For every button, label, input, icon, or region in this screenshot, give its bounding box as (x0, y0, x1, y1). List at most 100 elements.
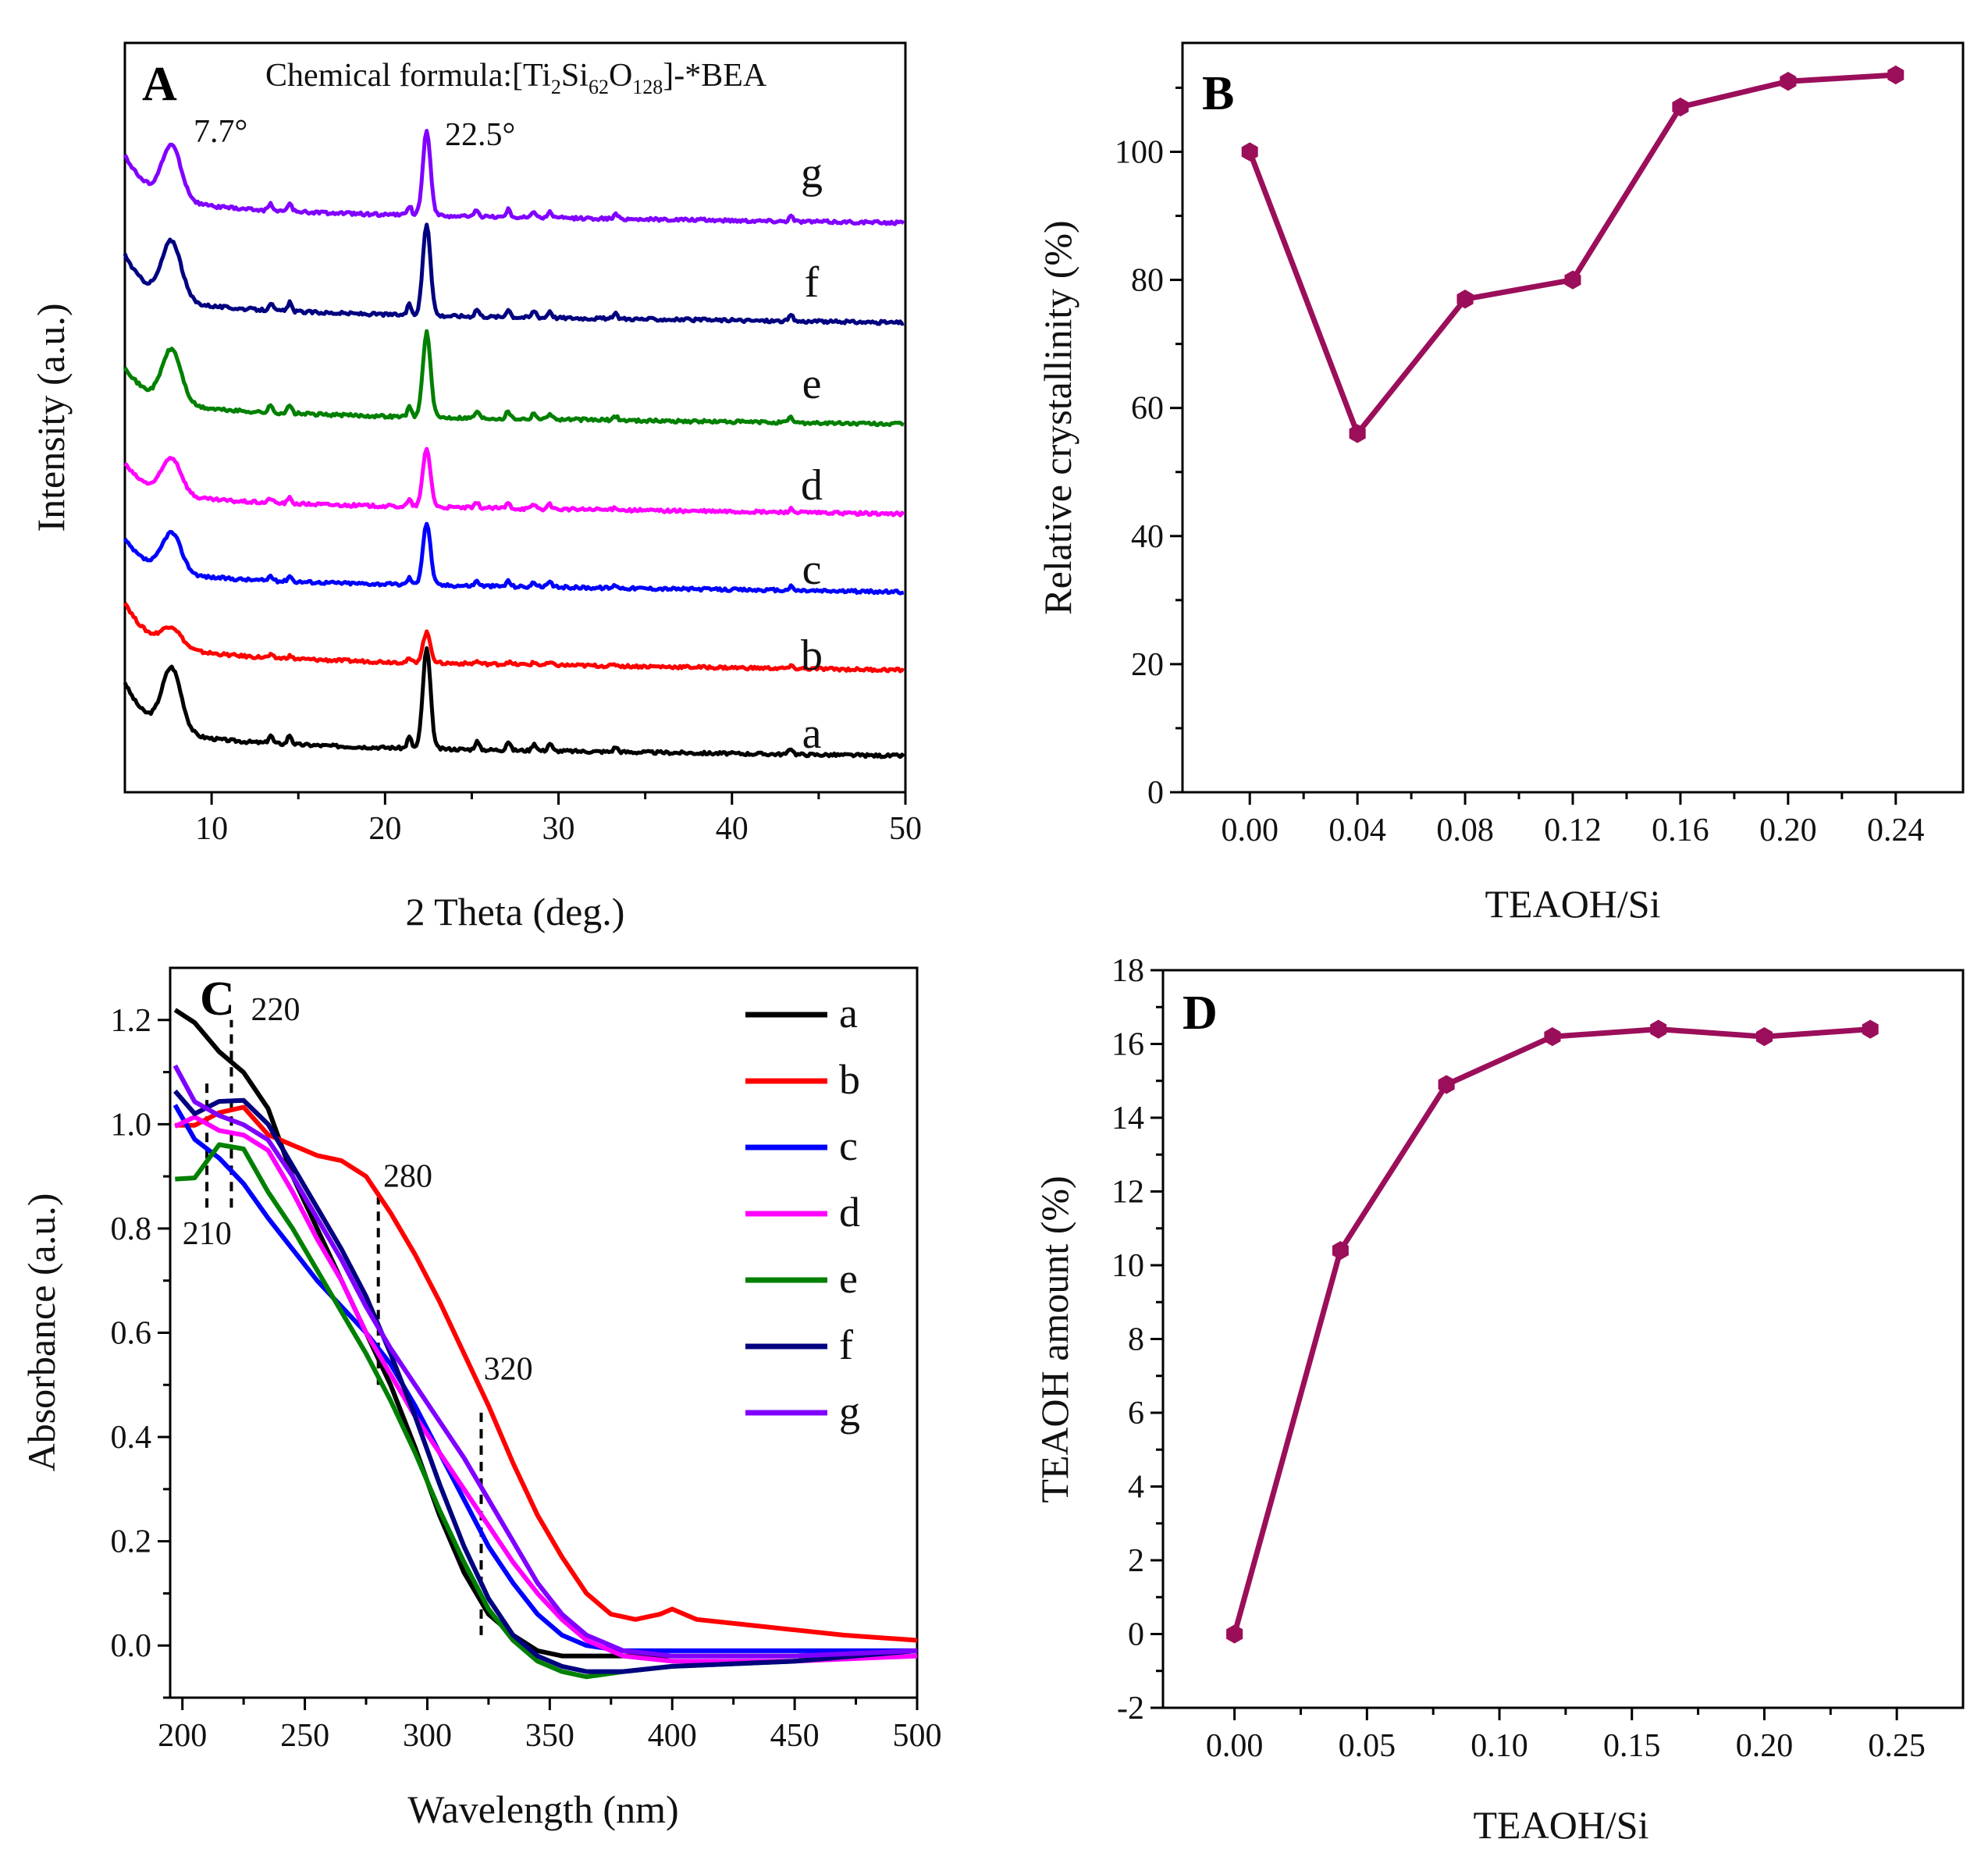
uv-trace-e (175, 1142, 918, 1680)
x-tick-label: 450 (770, 1718, 820, 1754)
crystallinity-point (1780, 72, 1797, 91)
xrd-trace-label-a: a (802, 710, 822, 758)
xrd-trace-d (123, 446, 905, 517)
crystallinity-point (1456, 290, 1474, 309)
y-tick-label: 18 (1111, 953, 1144, 989)
crystallinity-point (1349, 424, 1366, 443)
crystallinity-point (1564, 270, 1581, 290)
x-tick-label: 200 (158, 1718, 207, 1754)
xrd-trace-label-c: c (802, 546, 822, 594)
wavelength-annotation: 320 (484, 1352, 533, 1388)
y-tick-label: 6 (1128, 1396, 1144, 1431)
y-tick-label: 8 (1128, 1322, 1144, 1358)
y-tick-label: 10 (1111, 1248, 1144, 1284)
panel-b-x-axis-title: TEAOH/Si (1485, 882, 1661, 926)
panel-d-ticks: 0.00 0.05 0.10 0.15 0.20 0.25 -2 0 2 4 6 8 10 12 14 16 1… (1111, 953, 1926, 1764)
x-tick-label: 40 (716, 811, 749, 847)
x-tick-label: 0.16 (1652, 813, 1709, 848)
xrd-trace-label-e: e (802, 360, 822, 408)
x-tick-label: 10 (195, 811, 228, 847)
teaoh-point (1650, 1019, 1667, 1039)
crystallinity-point (1672, 97, 1689, 117)
x-tick-label: 20 (368, 811, 401, 847)
x-tick-label: 0.20 (1759, 813, 1817, 848)
legend-label-e: e (839, 1255, 858, 1302)
xrd-trace-e (123, 329, 905, 428)
panel-c-y-axis-title: Absorbance (a.u.) (20, 1193, 63, 1472)
y-tick-label: 2 (1128, 1543, 1144, 1579)
legend-label-c: c (839, 1122, 858, 1169)
y-tick-label: 14 (1111, 1101, 1144, 1136)
y-tick-label: 0.4 (111, 1420, 152, 1456)
panel-d-x-axis-title: TEAOH/Si (1474, 1803, 1649, 1847)
x-tick-label: 30 (542, 811, 575, 847)
x-tick-label: 0.12 (1544, 813, 1602, 848)
xrd-trace-c (123, 521, 905, 596)
x-tick-label: 50 (889, 811, 922, 847)
y-tick-label: -2 (1117, 1691, 1144, 1727)
panel-d-letter: D (1182, 987, 1218, 1040)
panel-c-series (172, 1008, 918, 1680)
panel-a-peak-label-7-7: 7.7° (194, 114, 247, 150)
xrd-trace-b (123, 602, 905, 674)
panel-c-x-axis-title: Wavelength (nm) (407, 1787, 678, 1831)
x-tick-label: 0.00 (1221, 813, 1279, 848)
y-tick-label: 40 (1131, 519, 1164, 555)
panel-d-y-axis-title: TEAOH amount (%) (1033, 1175, 1076, 1503)
panel-a-xrd-chart: A Chemical formula:[Ti2Si62O128]-*BEA 7.… (29, 41, 922, 934)
teaoh-point (1438, 1075, 1455, 1094)
xrd-trace-f (123, 222, 905, 326)
teaoh-point (1862, 1019, 1879, 1039)
panel-d-teaoh-chart: D 0.00 0.05 0.10 0.15 0.20 0.25 -2 0 2 4 6 8 10 12 14 1… (1033, 953, 1965, 1847)
legend-label-b: b (839, 1056, 860, 1103)
y-tick-label: 80 (1131, 263, 1164, 299)
teaoh-point (1332, 1240, 1349, 1261)
panel-a-y-axis-title: Intensity (a.u.) (29, 304, 73, 532)
xrd-trace-label-b: b (801, 631, 823, 680)
x-tick-label: 0.10 (1471, 1728, 1528, 1764)
teaoh-point (1544, 1026, 1561, 1047)
xrd-trace-a (123, 645, 905, 759)
x-tick-label: 250 (280, 1718, 329, 1754)
teaoh-point (1226, 1624, 1243, 1644)
uv-trace-g (172, 1064, 918, 1659)
panel-c-ticks: 200 250 300 350 400 450 500 0.0 0.2 0.4 0.6 0.8 1.0 1… (111, 1003, 942, 1754)
x-tick-label: 0.05 (1339, 1728, 1396, 1764)
x-tick-label: 350 (525, 1718, 574, 1754)
panel-b-y-axis-title: Relative crystallinity (%) (1036, 220, 1079, 614)
uv-trace-d (173, 1115, 918, 1664)
panel-a-formula: Chemical formula:[Ti2Si62O128]-*BEA (265, 58, 767, 98)
panel-a-x-ticks: 10 20 30 40 50 (195, 792, 922, 847)
x-tick-label: 0.08 (1436, 813, 1494, 848)
panel-b-ticks: 0.00 0.04 0.08 0.12 0.16 0.20 0.24 0 20 40 60 80 100 (1115, 86, 1925, 848)
xrd-trace-label-f: f (805, 258, 820, 307)
y-tick-label: 0.2 (111, 1524, 152, 1560)
y-tick-label: 0.0 (111, 1628, 152, 1664)
y-tick-label: 0.6 (111, 1316, 152, 1352)
x-tick-label: 0.20 (1736, 1728, 1794, 1764)
y-tick-label: 12 (1111, 1175, 1144, 1211)
panel-a-letter: A (142, 58, 177, 111)
panel-c-uv-vis-chart: C 200 250 300 350 400 450 500 0.0 0.2 0.4 0.6 0.8 1.… (20, 966, 942, 1831)
legend-label-a: a (839, 990, 858, 1037)
y-tick-label: 1.2 (111, 1003, 152, 1039)
x-tick-label: 400 (648, 1718, 697, 1754)
wavelength-annotation: 210 (183, 1216, 232, 1252)
crystallinity-point (1241, 142, 1258, 162)
y-tick-label: 0 (1147, 775, 1164, 811)
panel-a-x-axis-title: 2 Theta (deg.) (406, 890, 625, 934)
y-tick-label: 0.8 (111, 1211, 152, 1247)
panel-a-traces (123, 129, 905, 759)
panel-a-peak-label-22-5: 22.5° (445, 117, 515, 153)
y-tick-label: 100 (1115, 134, 1164, 170)
teaoh-point (1755, 1026, 1773, 1047)
panel-c-letter: C (200, 973, 235, 1026)
panel-a-plot-frame (123, 41, 907, 794)
legend-label-g: g (839, 1388, 860, 1435)
x-tick-label: 500 (893, 1718, 942, 1754)
x-tick-label: 0.04 (1328, 813, 1386, 848)
y-tick-label: 60 (1131, 391, 1164, 427)
panel-b-letter: B (1202, 67, 1234, 120)
xrd-trace-g (123, 129, 905, 226)
